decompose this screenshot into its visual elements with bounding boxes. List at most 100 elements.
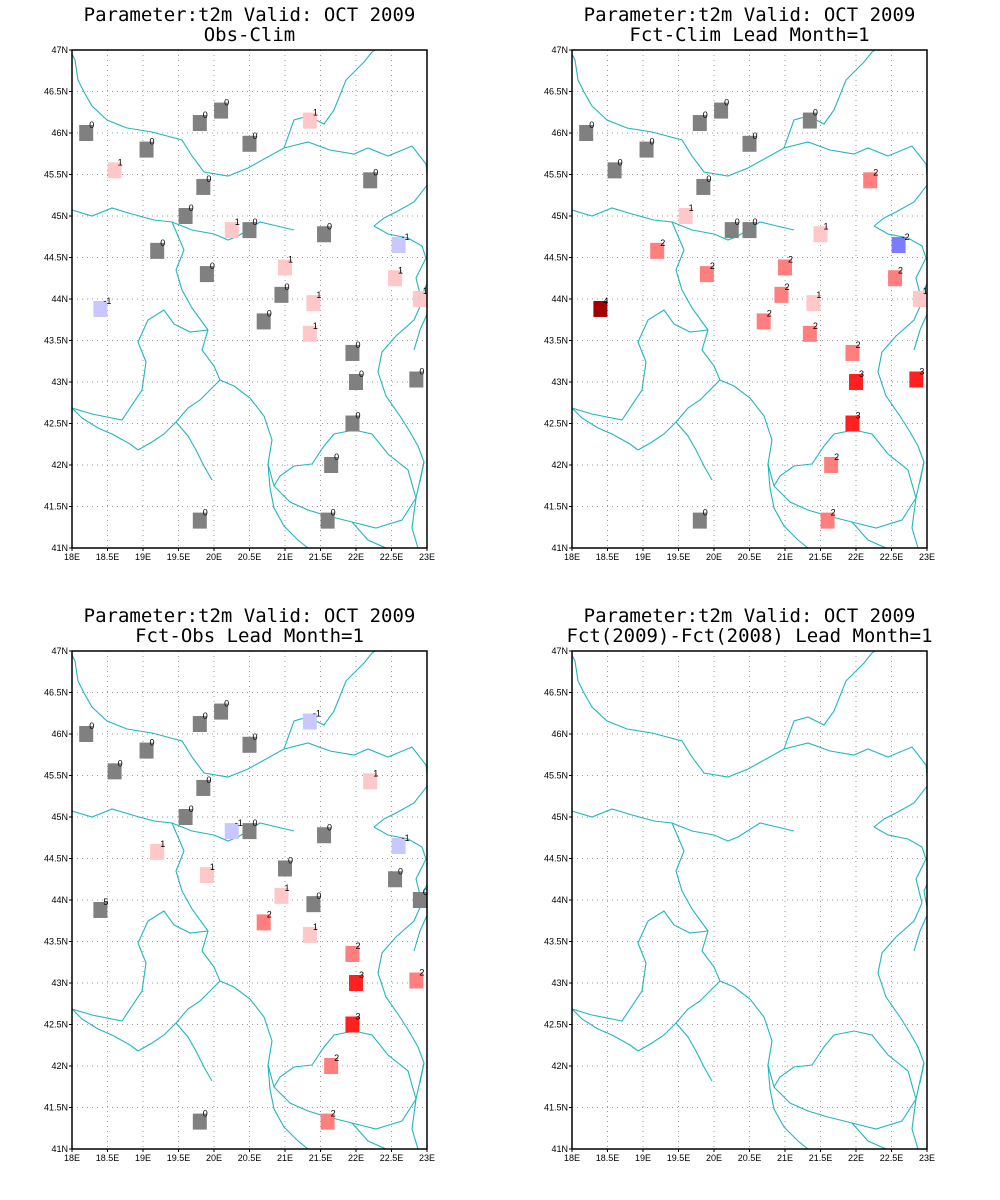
station-value-label: 0	[334, 452, 339, 462]
station-marker	[607, 162, 622, 179]
station-value-label: 2	[767, 308, 772, 318]
station-marker	[845, 344, 860, 361]
y-tick-label: 42.5N	[544, 419, 568, 429]
station-value-label: -2	[902, 232, 910, 242]
station-marker	[742, 222, 757, 239]
panel-title: Parameter:t2m Valid: OCT 2009	[84, 605, 416, 627]
station-value-label: 0	[253, 217, 258, 227]
station-value-label: 0	[359, 369, 364, 379]
station-value-label: 0	[206, 174, 211, 184]
station-marker	[778, 259, 792, 276]
station-marker	[593, 300, 608, 317]
station-marker	[724, 222, 739, 239]
x-tick-label: 22E	[348, 552, 364, 562]
station-value-label: 2	[355, 941, 360, 951]
x-tick-label: 18.5E	[596, 1153, 620, 1163]
y-tick-label: 41N	[551, 1144, 568, 1154]
station-value-label: 0	[203, 1109, 208, 1119]
station-value-label: 2	[419, 968, 424, 978]
station-value-label: 0	[355, 340, 360, 350]
station-value-label: 2	[834, 452, 839, 462]
y-tick-label: 47N	[551, 646, 568, 656]
station-marker	[196, 779, 211, 796]
station-value-label: 3	[855, 411, 860, 421]
station-marker	[409, 972, 424, 989]
station-marker	[302, 112, 317, 129]
station-value-label: 0	[253, 732, 258, 742]
y-tick-label: 41.5N	[44, 502, 68, 512]
station-value-label: 2	[660, 238, 665, 248]
station-value-label: 5	[103, 897, 108, 907]
station-value-label: -1	[103, 296, 111, 306]
station-marker	[107, 763, 122, 780]
x-tick-label: 21.5E	[809, 552, 833, 562]
x-tick-label: 23E	[419, 1153, 435, 1163]
x-tick-label: 21.5E	[309, 1153, 333, 1163]
station-value-label: 0	[189, 804, 194, 814]
y-tick-label: 45.5N	[44, 170, 68, 180]
station-marker	[692, 512, 707, 529]
station-value-label: 0	[703, 508, 708, 518]
station-marker	[278, 860, 292, 877]
y-tick-label: 44.5N	[44, 253, 68, 263]
station-value-label: 0	[706, 174, 711, 184]
station-marker	[242, 823, 257, 840]
station-value-label: 0	[419, 367, 424, 377]
station-marker	[224, 823, 239, 840]
station-marker	[774, 286, 789, 303]
y-tick-label: 44N	[551, 294, 568, 304]
y-tick-label: 42.5N	[44, 419, 68, 429]
station-marker	[192, 716, 207, 733]
station-value-label: 0	[703, 110, 708, 120]
station-value-label: 1	[284, 883, 289, 893]
station-marker	[214, 703, 229, 720]
station-value-label: 0	[89, 120, 94, 130]
station-value-label: 0	[267, 308, 272, 318]
station-value-label: 0	[118, 758, 123, 768]
station-marker	[139, 742, 154, 759]
x-tick-label: 18.5E	[596, 552, 620, 562]
y-tick-label: 45N	[51, 812, 68, 822]
station-marker	[324, 1058, 339, 1074]
station-marker	[349, 374, 363, 390]
station-value-label: -1	[402, 232, 410, 242]
station-value-label: 0	[327, 221, 332, 231]
station-marker	[317, 226, 332, 243]
y-tick-label: 43N	[551, 377, 568, 387]
x-tick-label: 20.5E	[738, 552, 762, 562]
station-value-label: 1	[816, 290, 821, 300]
station-marker	[306, 295, 321, 312]
station-marker	[678, 208, 693, 224]
x-tick-label: 18E	[564, 1153, 580, 1163]
y-tick-label: 45N	[551, 812, 568, 822]
station-value-label: 2	[788, 254, 793, 264]
y-tick-label: 46.5N	[544, 87, 568, 97]
station-marker	[79, 125, 94, 141]
station-marker	[302, 926, 317, 943]
station-value-label: 1	[118, 157, 123, 167]
y-tick-label: 43N	[51, 978, 68, 988]
y-tick-label: 44N	[51, 895, 68, 905]
station-marker	[79, 726, 94, 742]
station-marker	[696, 178, 711, 195]
station-marker	[888, 270, 903, 287]
station-value-label: 2	[331, 1109, 336, 1119]
station-value-label: 0	[355, 411, 360, 421]
station-marker	[579, 125, 594, 141]
station-value-label: -1	[402, 833, 410, 843]
station-value-label: 1	[316, 290, 321, 300]
x-tick-label: 19E	[135, 1153, 151, 1163]
station-marker	[891, 237, 906, 254]
x-tick-label: 21E	[777, 552, 793, 562]
x-tick-label: 20E	[206, 1153, 222, 1163]
x-tick-label: 22.5E	[880, 1153, 904, 1163]
station-value-label: 0	[423, 887, 428, 897]
station-marker	[412, 291, 427, 307]
station-marker	[820, 512, 835, 529]
station-value-label: 3	[859, 369, 864, 379]
station-marker	[650, 242, 665, 259]
station-value-label: 0	[206, 775, 211, 785]
station-value-label: 2	[873, 167, 878, 177]
y-tick-label: 46N	[51, 729, 68, 739]
station-value-label: 0	[316, 891, 321, 901]
